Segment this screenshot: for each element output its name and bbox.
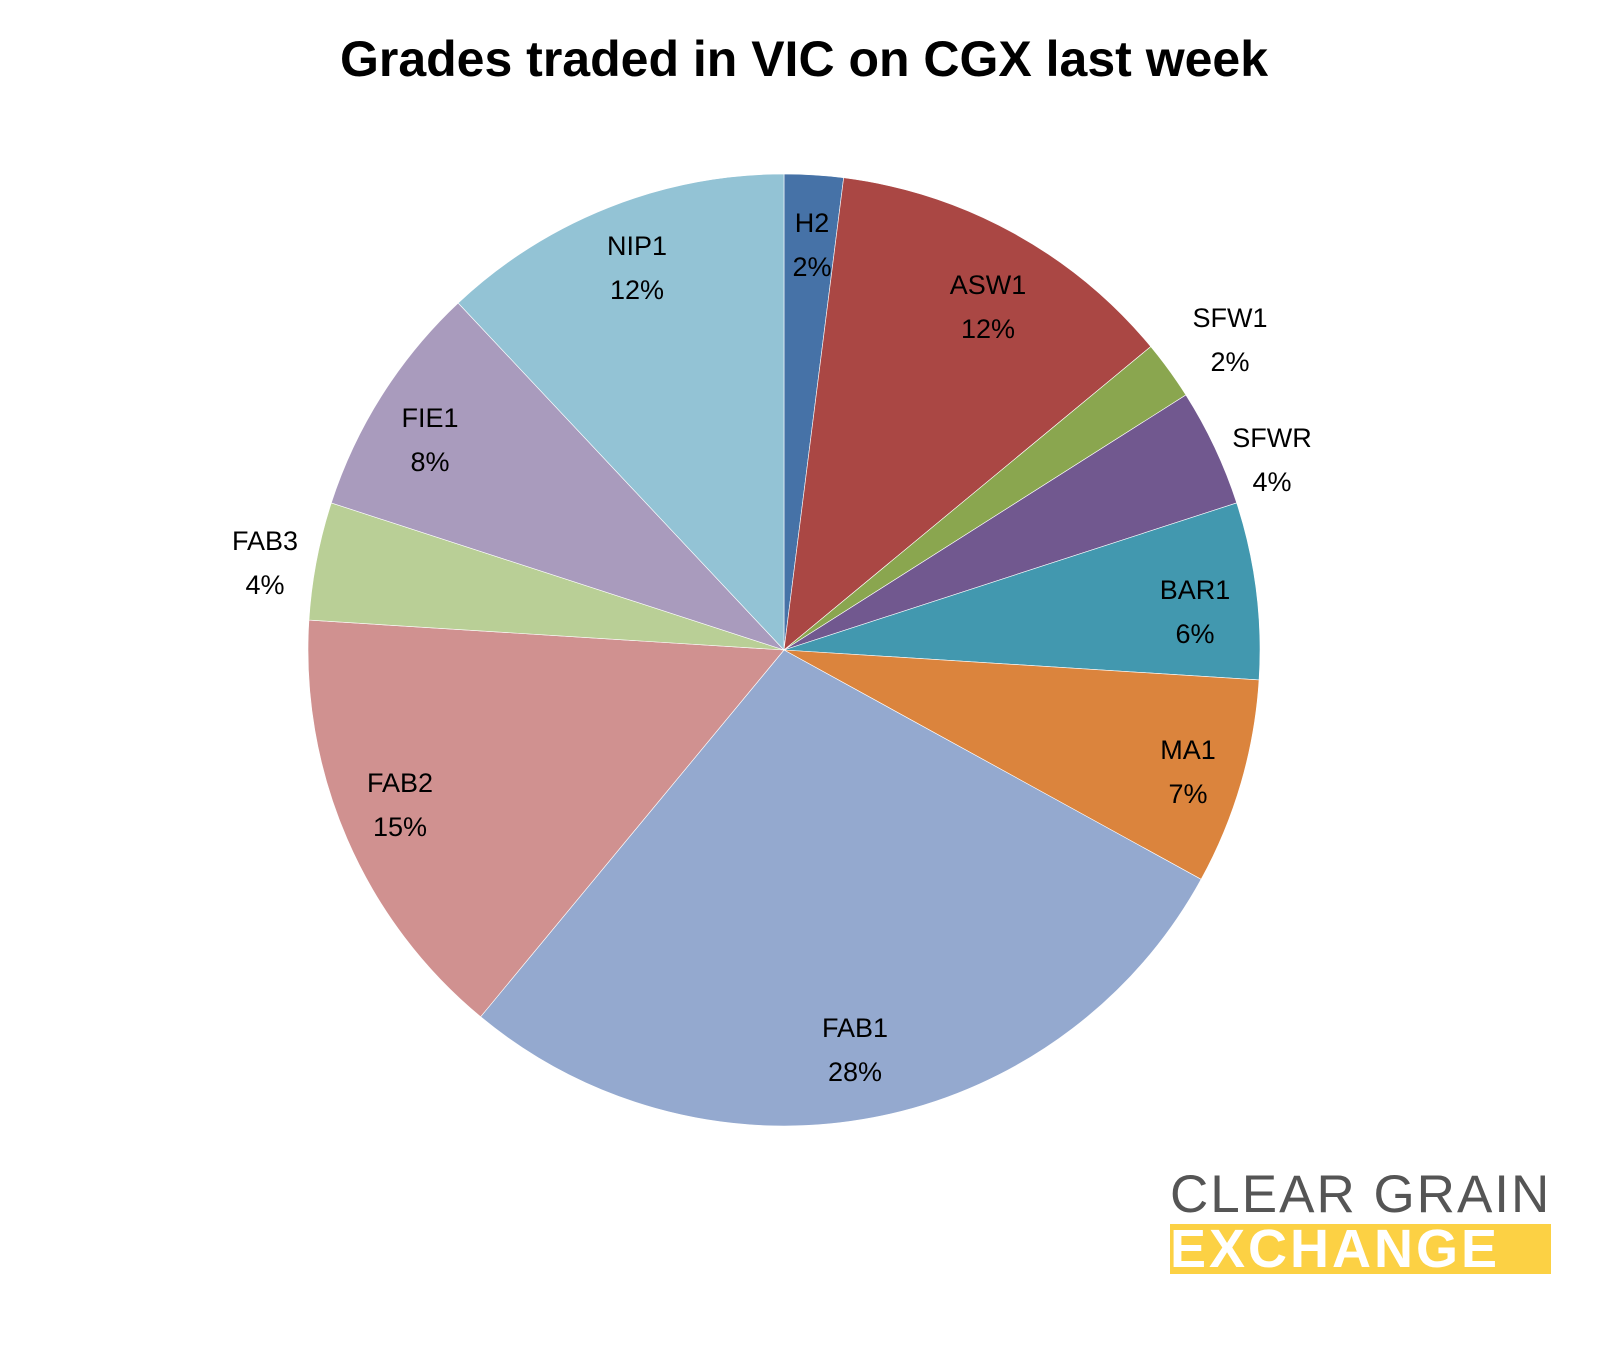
pie-slice-fab1 — [480, 649, 1202, 1127]
slice-label-fab2: FAB2 15% — [367, 761, 433, 849]
pie-slice-fie1 — [330, 302, 785, 651]
slice-label-name: FAB1 — [821, 1013, 889, 1043]
slice-label-percent: 2% — [792, 252, 832, 282]
slice-label-name: NIP1 — [606, 231, 668, 261]
slice-label-percent: 4% — [245, 570, 285, 600]
slice-label-name: FIE1 — [401, 403, 459, 433]
slice-label-fab3: FAB3 4% — [232, 519, 298, 607]
logo-line2: EXCHANGE — [1170, 1224, 1551, 1274]
slice-label-name: SFW1 — [1192, 303, 1268, 333]
slice-label-fie1: FIE1 8% — [401, 396, 458, 484]
pie-slice-bar1 — [783, 502, 1261, 681]
slice-label-percent: 7% — [1168, 779, 1208, 809]
slice-label-bar1: BAR1 6% — [1160, 568, 1231, 656]
slice-label-nip1: NIP1 12% — [607, 224, 667, 312]
slice-label-percent: 8% — [410, 447, 450, 477]
clear-grain-exchange-logo: CLEAR GRAIN EXCHANGE — [1170, 1168, 1560, 1274]
slice-label-name: FAB3 — [231, 526, 299, 556]
logo-line1: CLEAR GRAIN — [1170, 1165, 1552, 1224]
slice-label-percent: 12% — [960, 314, 1016, 344]
slice-label-h2: H2 2% — [792, 201, 831, 289]
slice-label-percent: 12% — [609, 275, 665, 305]
slice-label-ma1: MA1 7% — [1160, 728, 1216, 816]
slice-label-percent: 6% — [1175, 619, 1215, 649]
pie-slice-nip1 — [457, 173, 785, 651]
slice-label-name: SFWR — [1232, 423, 1312, 453]
slice-label-percent: 15% — [372, 812, 428, 842]
pie-slice-fab2 — [307, 619, 785, 1018]
slice-label-name: ASW1 — [949, 270, 1027, 300]
slice-label-percent: 28% — [827, 1057, 883, 1087]
slice-label-fab1: FAB1 28% — [822, 1006, 888, 1094]
slice-label-sfw1: SFW1 2% — [1192, 296, 1267, 384]
chart-title: Grades traded in VIC on CGX last week — [339, 31, 1269, 87]
pie-slice-ma1 — [783, 649, 1260, 880]
slice-label-percent: 4% — [1252, 467, 1292, 497]
slice-label-sfwr: SFWR 4% — [1232, 416, 1311, 504]
slice-label-name: FAB2 — [366, 768, 434, 798]
pie-slice-asw1 — [783, 177, 1152, 651]
slice-label-asw1: ASW1 12% — [950, 263, 1027, 351]
slice-label-name: MA1 — [1160, 735, 1216, 765]
slice-label-name: BAR1 — [1159, 575, 1231, 605]
slice-label-percent: 2% — [1210, 347, 1250, 377]
slice-label-name: H2 — [794, 208, 830, 238]
